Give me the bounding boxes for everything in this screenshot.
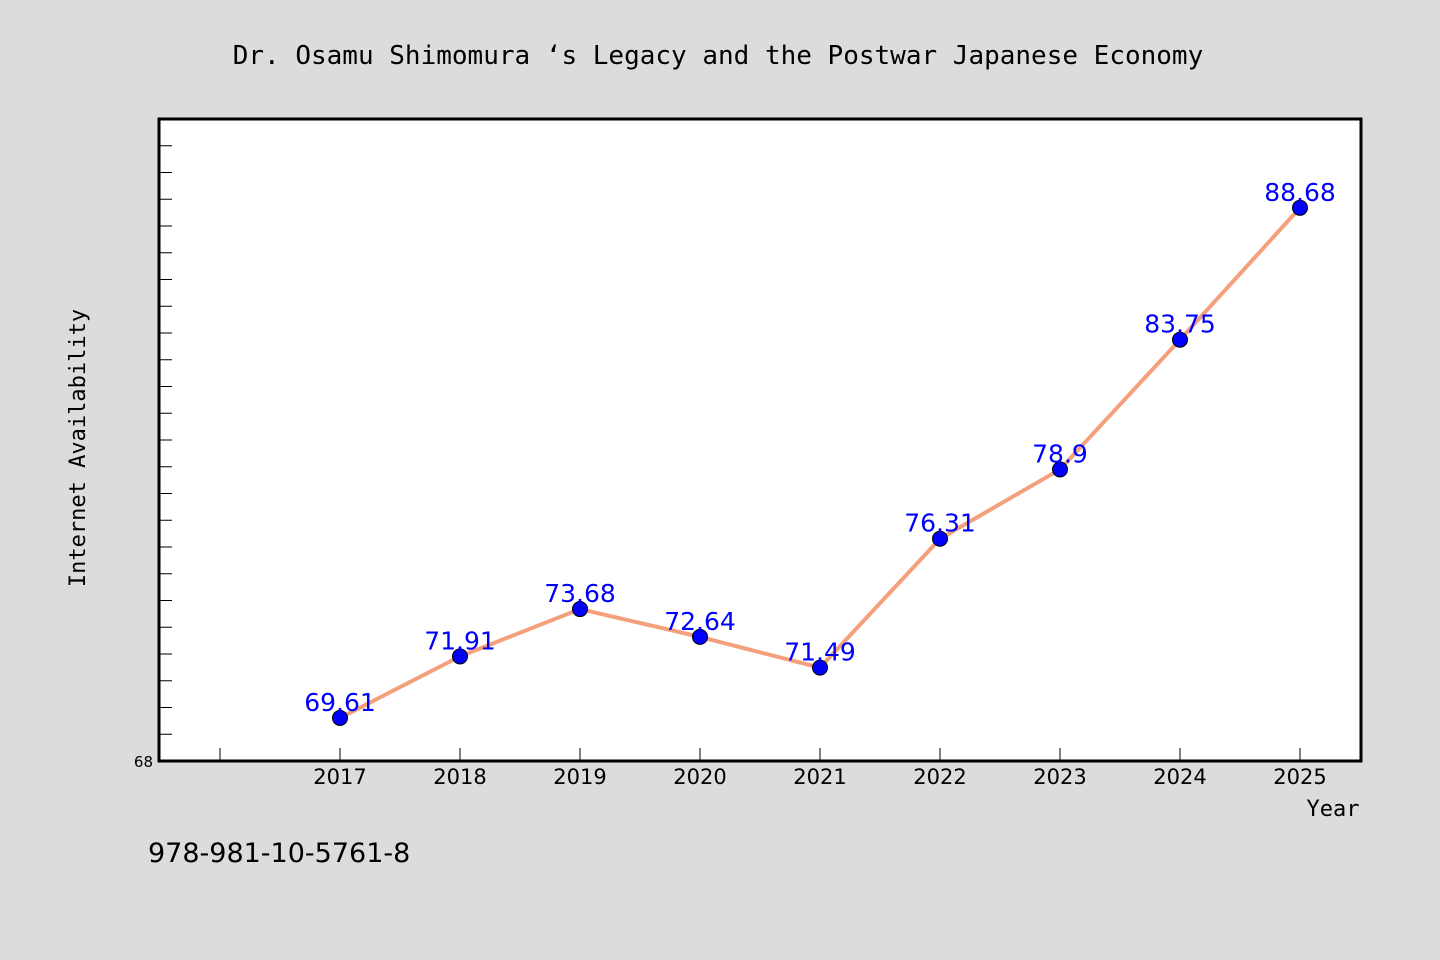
x-axis-label: Year xyxy=(1307,797,1360,822)
data-label: 69.61 xyxy=(304,688,376,717)
isbn-footer: 978-981-10-5761-8 xyxy=(148,838,410,869)
data-label: 76.31 xyxy=(904,509,976,538)
data-point xyxy=(332,709,348,726)
x-tick-label: 2019 xyxy=(553,765,606,789)
x-tick-label: 2025 xyxy=(1273,765,1326,789)
x-tick-label: 2017 xyxy=(313,765,366,789)
y-axis-ticks: 68 xyxy=(134,145,172,771)
x-tick-label: 2023 xyxy=(1033,765,1086,789)
x-tick-label: 2022 xyxy=(913,765,966,789)
data-label: 73.68 xyxy=(544,579,616,608)
data-label: 71.91 xyxy=(424,626,496,655)
data-point xyxy=(1172,331,1188,348)
chart-title: Dr. Osamu Shimomura ‘s Legacy and the Po… xyxy=(233,41,1204,71)
x-tick-label: 2021 xyxy=(793,765,846,789)
data-point xyxy=(812,659,828,676)
plot-area xyxy=(159,119,1361,761)
x-tick-label: 2024 xyxy=(1153,765,1206,789)
data-label: 83.75 xyxy=(1144,310,1216,339)
x-tick-label: 2020 xyxy=(673,765,726,789)
data-point xyxy=(452,648,468,665)
x-tick-label: 2018 xyxy=(433,765,486,789)
data-point xyxy=(1052,461,1068,478)
plot-frame xyxy=(157,117,1363,763)
data-label: 71.49 xyxy=(784,638,856,667)
series-group xyxy=(332,199,1308,726)
y-axis-label: Internet Availability xyxy=(66,309,91,587)
data-labels-group: 69.61 71.91 73.68 72.64 71.49 76.31 78.9 83.75 8… xyxy=(304,178,1336,717)
data-point xyxy=(932,530,948,547)
data-label: 88.68 xyxy=(1264,178,1336,207)
x-axis-ticks: 2017 2018 2019 2020 2021 2022 2023 2024 2025 xyxy=(219,748,1327,789)
y-tick-label: 68 xyxy=(134,753,153,771)
data-label: 72.64 xyxy=(664,607,736,636)
data-point xyxy=(572,601,588,618)
data-point xyxy=(692,628,708,645)
data-label: 78.9 xyxy=(1032,439,1088,468)
data-point xyxy=(1292,199,1308,216)
